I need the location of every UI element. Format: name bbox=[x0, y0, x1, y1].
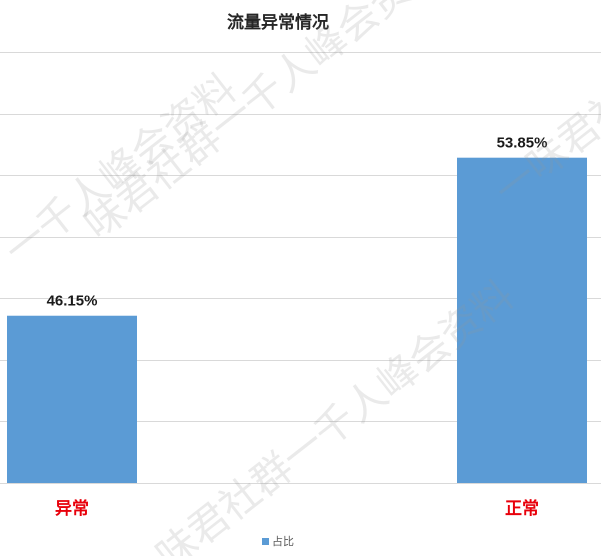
category-labels: 异常 正常 bbox=[55, 498, 539, 519]
data-label: 46.15% bbox=[47, 293, 98, 310]
category-label: 正常 bbox=[505, 498, 539, 519]
chart-title: 流量异常情况 bbox=[227, 13, 329, 33]
legend: 占比 bbox=[0, 533, 556, 549]
legend-label: 占比 bbox=[272, 535, 294, 548]
bars bbox=[7, 157, 587, 483]
legend-swatch bbox=[262, 538, 269, 545]
bar bbox=[7, 315, 137, 483]
data-label: 53.85% bbox=[497, 135, 548, 152]
category-label: 异常 bbox=[55, 498, 89, 519]
data-labels: 46.15% 53.85% bbox=[47, 135, 548, 310]
bar bbox=[457, 157, 587, 483]
